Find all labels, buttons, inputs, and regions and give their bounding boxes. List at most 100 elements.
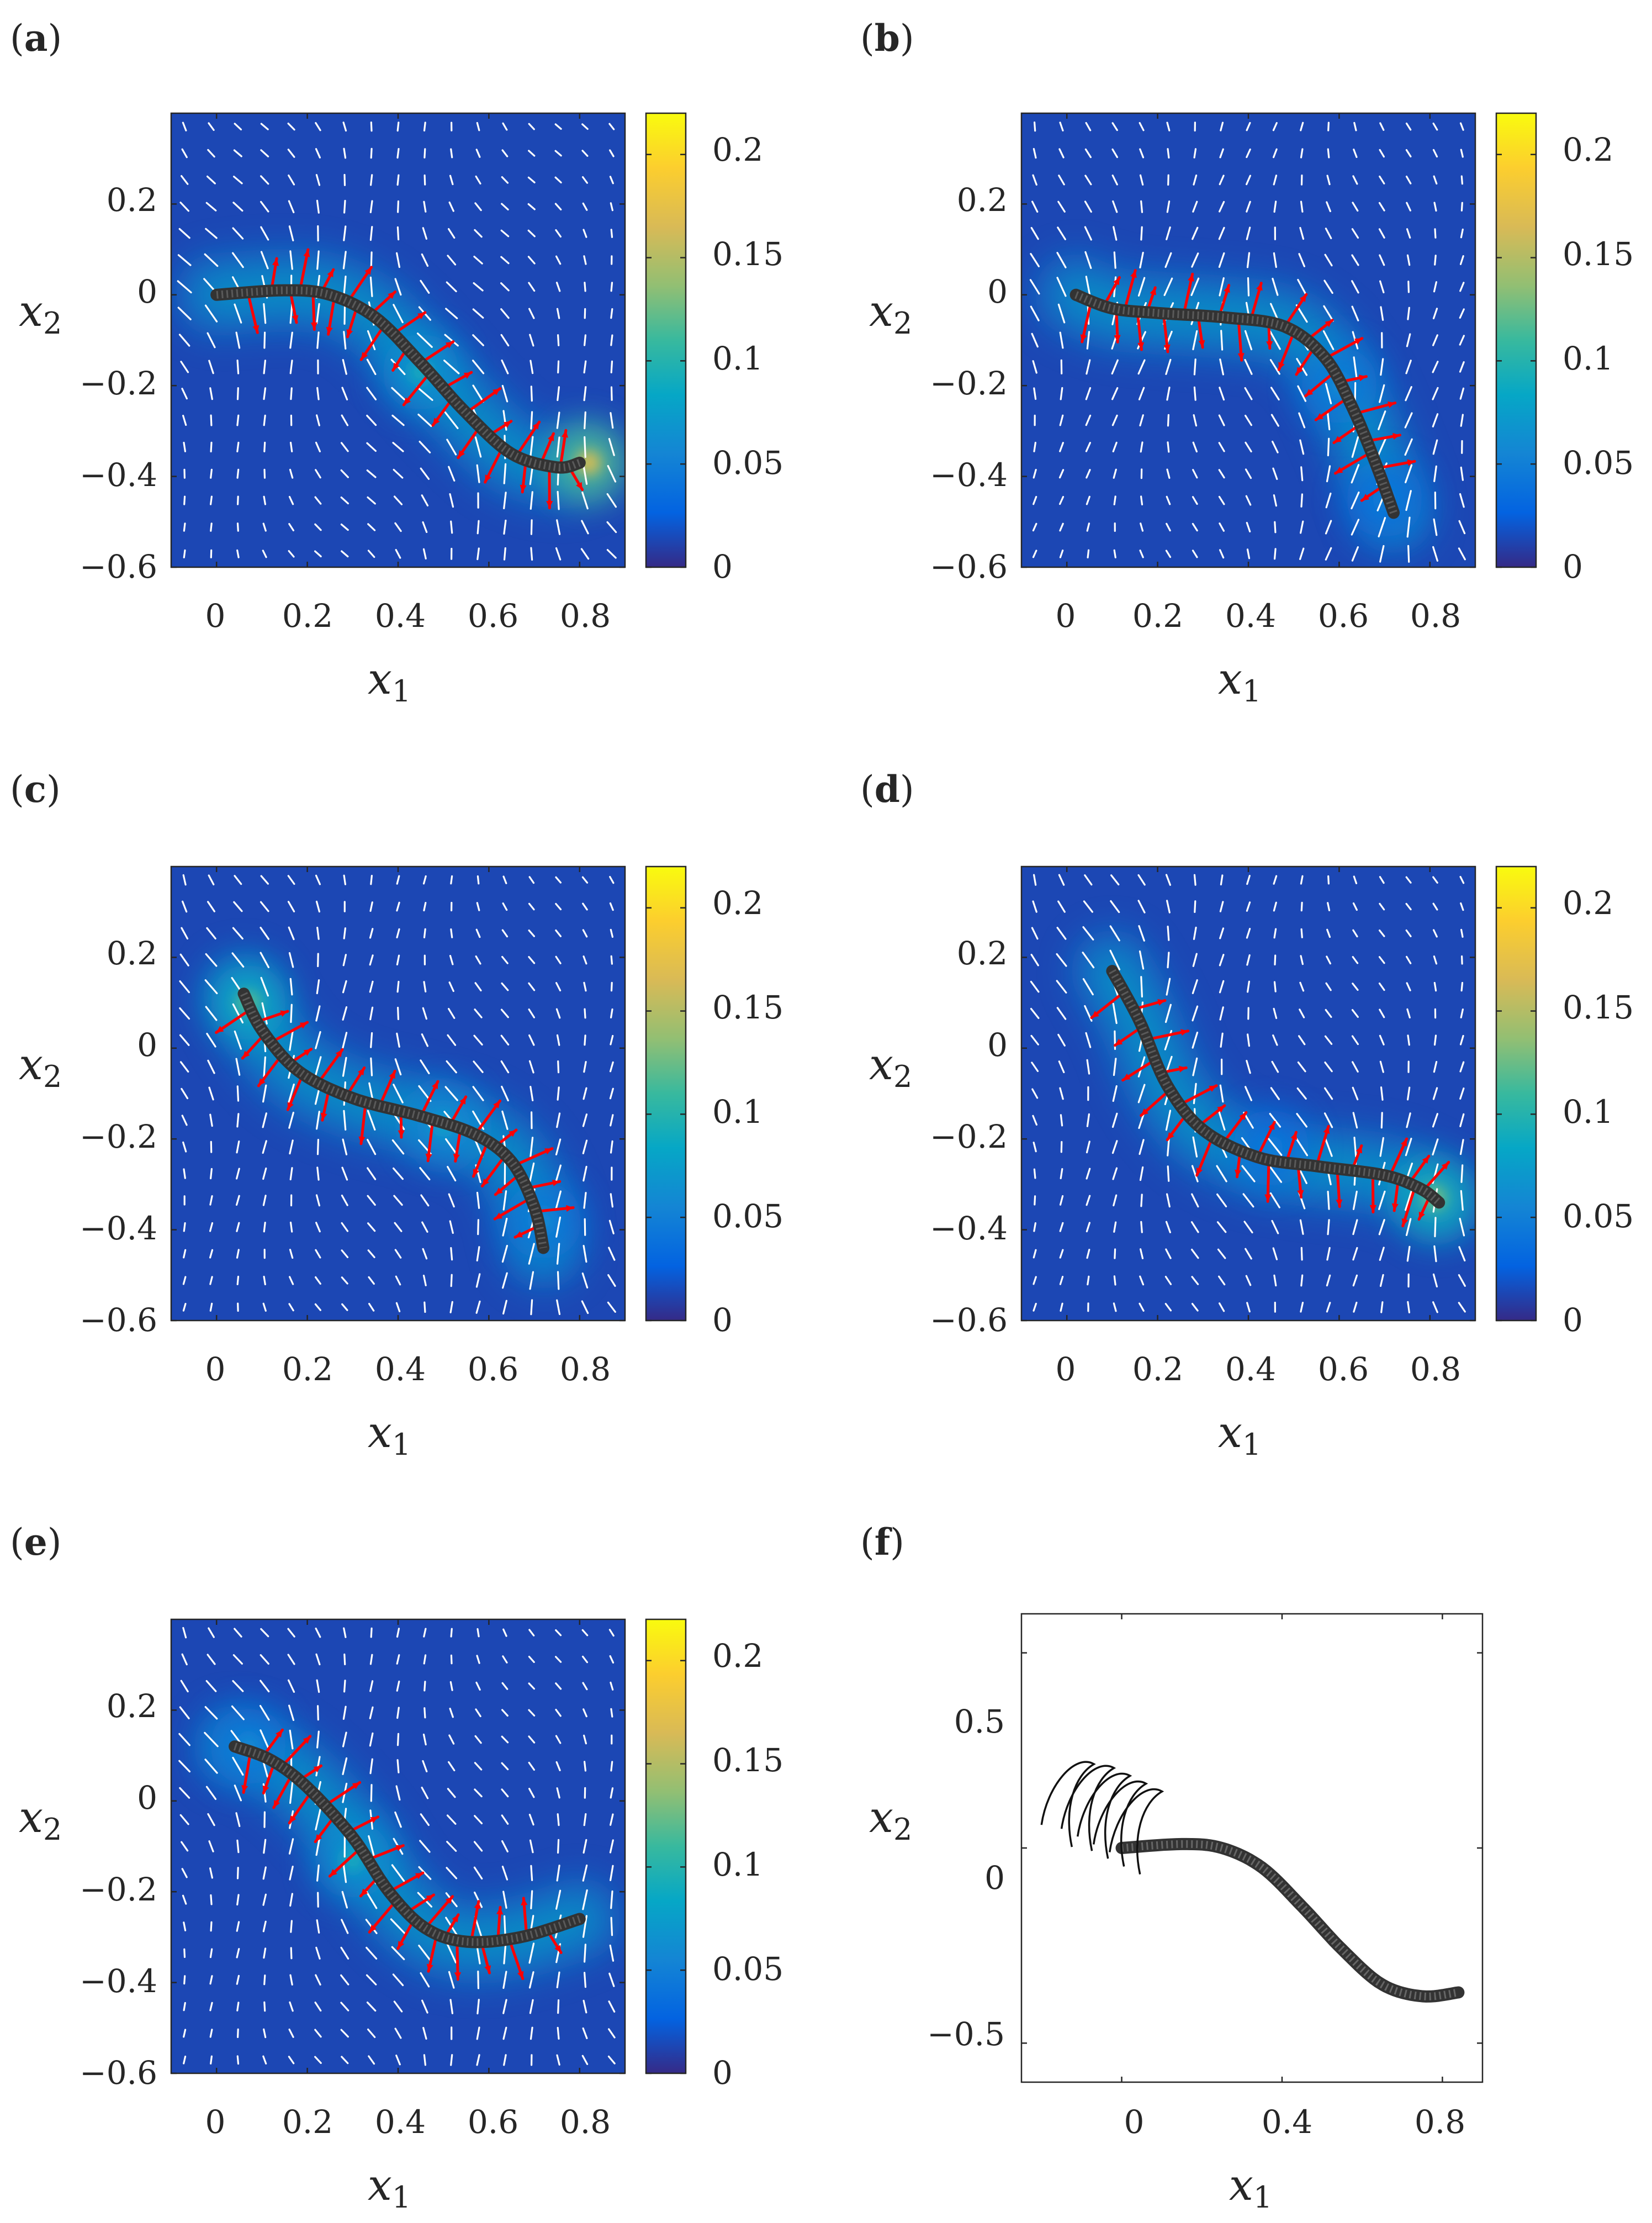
quiver-arrow xyxy=(503,492,507,510)
quiver-arrow xyxy=(396,1707,400,1719)
quiver-arrow xyxy=(610,1034,614,1046)
quiver-arrow xyxy=(1031,1062,1039,1073)
force-arrowhead xyxy=(546,501,553,508)
quiver-arrow xyxy=(236,1921,240,1932)
force-arrowhead xyxy=(458,450,465,458)
force-arrowhead xyxy=(520,484,527,492)
quiver-arrow xyxy=(1032,1249,1037,1259)
quiver-arrow xyxy=(394,278,402,296)
quiver-arrow xyxy=(528,929,536,937)
quiver-arrow xyxy=(1030,1034,1039,1046)
quiver-arrow xyxy=(396,1759,400,1773)
quiver-arrow xyxy=(1272,277,1279,296)
quiver-arrow xyxy=(1032,174,1037,186)
quiver-arrow xyxy=(263,2001,266,2012)
quiver-arrow xyxy=(448,201,454,212)
quiver-arrow xyxy=(1351,436,1359,458)
quiver-arrow xyxy=(1140,495,1143,506)
quiver-arrow xyxy=(233,149,242,157)
panel-e: (e) x1 x2 0 0.2 0.4 0.6 0.8 −0.6 −0.4 −0… xyxy=(10,1520,783,2215)
quiver-arrow xyxy=(474,202,482,212)
quiver-arrow xyxy=(1325,492,1332,509)
quiver-arrow xyxy=(205,228,218,239)
quiver-arrow xyxy=(1352,1086,1359,1101)
quiver-arrow xyxy=(1432,876,1438,884)
quiver-arrow xyxy=(1244,358,1253,375)
quiver-arrow xyxy=(1433,1060,1438,1073)
quiver-arrow xyxy=(289,1974,293,1986)
quiver-arrow xyxy=(396,1680,400,1692)
quiver-arrow xyxy=(1459,387,1465,400)
quiver-arrow xyxy=(422,227,428,240)
quiver-arrow xyxy=(1244,387,1253,400)
quiver-arrow xyxy=(1433,1034,1437,1046)
quiver-arrow xyxy=(1058,175,1065,186)
quiver-arrow xyxy=(1083,900,1094,913)
quiver-arrow xyxy=(260,175,269,185)
quiver-arrow xyxy=(583,386,587,402)
quiver-arrow xyxy=(370,1032,373,1048)
quiver-arrow xyxy=(1220,122,1224,131)
quiver-arrow xyxy=(314,496,322,505)
quiver-arrow xyxy=(447,1007,456,1019)
quiver-arrow xyxy=(476,2054,480,2066)
quiver-arrow xyxy=(179,202,189,212)
quiver-arrow xyxy=(1459,255,1464,265)
quiver-arrow xyxy=(583,1972,587,1988)
quiver-arrow xyxy=(1139,1139,1145,1155)
panel-a-ylabel: x2 xyxy=(19,287,62,341)
quiver-arrow xyxy=(367,330,376,351)
quiver-arrow xyxy=(1137,874,1146,886)
quiver-arrow xyxy=(1193,175,1198,186)
quiver-arrow xyxy=(1058,148,1065,159)
quiver-arrow xyxy=(502,122,508,131)
quiver-arrow xyxy=(1327,1219,1330,1235)
quiver-arrow xyxy=(1216,1221,1227,1233)
quiver-arrow xyxy=(501,1245,509,1263)
quiver-arrow xyxy=(1059,522,1064,532)
quiver-arrow xyxy=(233,176,243,184)
quiver-arrow xyxy=(367,1249,375,1258)
quiver-arrow xyxy=(1380,1301,1384,1313)
quiver-arrow xyxy=(1246,1059,1251,1074)
quiver-arrow xyxy=(1405,876,1412,884)
quiver-arrow xyxy=(208,122,215,131)
quiver-arrow xyxy=(232,1003,244,1024)
force-arrowhead xyxy=(496,1907,504,1915)
quiver-arrow xyxy=(210,2055,213,2064)
quiver-arrow xyxy=(288,1838,294,1855)
panel-d-cbtick: 0 xyxy=(1563,1301,1583,1339)
quiver-arrow xyxy=(369,174,373,186)
quiver-arrow xyxy=(1137,359,1146,375)
quiver-arrow xyxy=(181,148,188,159)
quiver-arrow xyxy=(1086,1168,1091,1180)
quiver-arrow xyxy=(1379,122,1385,131)
quiver-arrow xyxy=(1111,1112,1118,1128)
quiver-arrow xyxy=(1085,442,1092,452)
quiver-arrow xyxy=(316,387,320,400)
quiver-arrow xyxy=(1084,175,1092,186)
quiver-arrow xyxy=(341,387,348,401)
quiver-arrow xyxy=(500,1034,510,1046)
quiver-arrow xyxy=(208,1086,214,1101)
quiver-arrow xyxy=(609,1865,614,1881)
quiver-arrow xyxy=(1082,926,1094,941)
quiver-arrow xyxy=(1057,200,1066,213)
quiver-arrow xyxy=(236,522,239,532)
quiver-arrow xyxy=(1219,387,1225,401)
force-arrowhead xyxy=(273,1799,280,1808)
quiver-arrow xyxy=(581,520,589,535)
panel-a-cbtick: 0.15 xyxy=(712,235,783,273)
quiver-arrow xyxy=(449,954,454,965)
quiver-arrow xyxy=(290,1947,293,1960)
panel-d-plot xyxy=(1020,865,1537,1322)
force-arrowhead xyxy=(398,1130,405,1138)
quiver-arrow xyxy=(1140,441,1143,453)
quiver-arrow xyxy=(366,414,377,426)
quiver-arrow xyxy=(474,1788,483,1798)
panel-a-label: a xyxy=(24,17,48,60)
quiver-arrow xyxy=(1406,228,1411,239)
quiver-arrow xyxy=(236,1894,240,1906)
quiver-arrow xyxy=(204,1731,219,1747)
quiver-arrow xyxy=(1166,522,1171,532)
